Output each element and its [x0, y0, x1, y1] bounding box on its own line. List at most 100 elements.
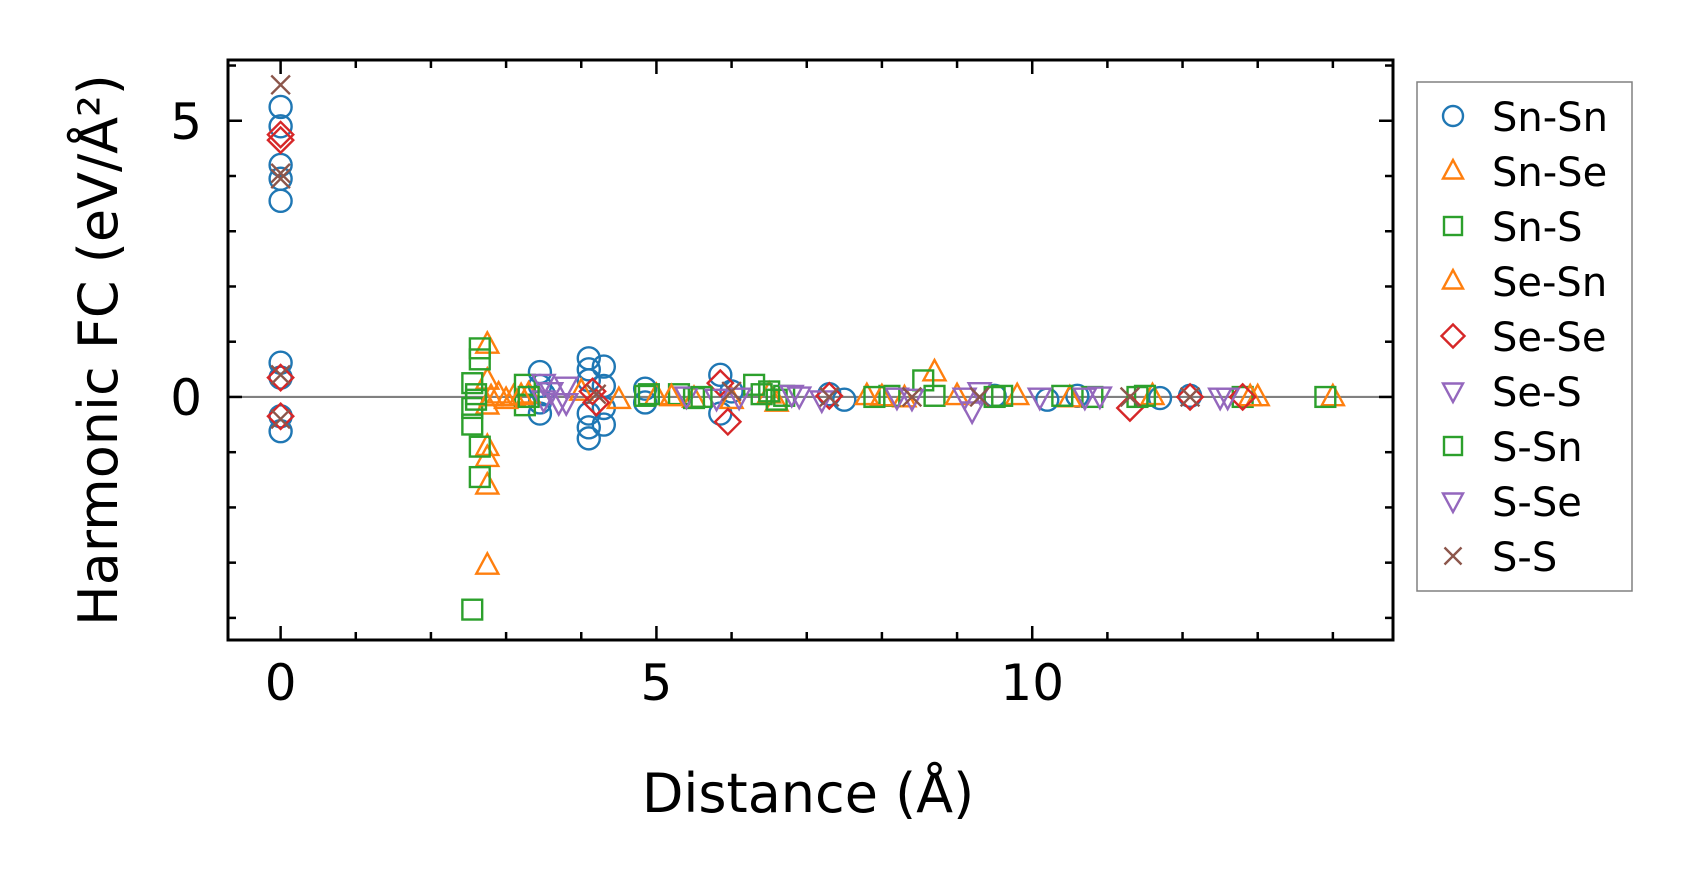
- data-point: [923, 384, 946, 407]
- data-point: [1237, 382, 1264, 407]
- data-point: [819, 386, 840, 408]
- legend-marker: [1441, 104, 1465, 128]
- data-point: [658, 382, 685, 407]
- data-point: [591, 354, 617, 379]
- data-point: [708, 362, 733, 388]
- data-point: [786, 386, 813, 411]
- legend-label: S-Se: [1492, 480, 1582, 526]
- data-point: [464, 388, 488, 411]
- legend-label: Sn-Se: [1492, 150, 1607, 196]
- x-tick-label: 5: [641, 654, 673, 712]
- data-point: [726, 387, 753, 412]
- data-point: [1228, 382, 1258, 412]
- legend-label: S-S: [1492, 535, 1557, 581]
- data-point: [959, 401, 986, 426]
- data-point: [901, 386, 923, 408]
- data-point: [468, 435, 491, 458]
- data-point: [1147, 385, 1173, 411]
- data-point: [266, 125, 295, 155]
- legend-item-s-se: S-Se: [1440, 480, 1582, 526]
- data-point: [721, 381, 742, 402]
- data-point: [468, 348, 491, 371]
- data-point: [266, 363, 295, 392]
- data-point: [508, 381, 535, 406]
- data-point: [581, 388, 611, 417]
- data-point: [270, 163, 291, 184]
- legend-label: Se-Se: [1492, 315, 1606, 361]
- data-point: [270, 364, 291, 386]
- data-point: [1071, 387, 1098, 412]
- data-point: [1051, 384, 1074, 407]
- data-point: [1086, 386, 1113, 411]
- data-point: [568, 376, 595, 401]
- data-point: [586, 383, 607, 405]
- data-point: [576, 415, 601, 440]
- legend-item-se-s: Se-S: [1440, 370, 1582, 416]
- data-point: [1319, 382, 1346, 407]
- data-point: [637, 383, 661, 406]
- data-point: [530, 373, 557, 398]
- series-s-se: [538, 381, 1234, 418]
- data-point: [868, 382, 895, 407]
- data-point: [461, 598, 484, 621]
- y-axis-label: Harmonic FC (eV/Å²): [66, 74, 130, 626]
- legend-marker: [1440, 492, 1466, 515]
- legend: Sn-Sn Sn-Se Sn-S Se-Sn Se-Se Se-S S-Sn S-Se S-S: [1416, 81, 1633, 592]
- series-s-sn: [464, 383, 1149, 411]
- data-point: [1314, 385, 1337, 409]
- data-point: [268, 188, 293, 214]
- data-point: [1179, 386, 1201, 408]
- data-point: [474, 365, 501, 390]
- data-point: [969, 386, 990, 408]
- x-axis-label: Distance (Å): [642, 761, 974, 825]
- data-point: [268, 365, 293, 390]
- data-point: [576, 357, 601, 382]
- data-point: [883, 387, 910, 412]
- legend-label: Se-Sn: [1492, 260, 1607, 306]
- data-layer: [266, 74, 1346, 621]
- data-point: [474, 470, 501, 495]
- series-sn-s: [461, 337, 1337, 621]
- data-point: [545, 393, 572, 418]
- data-point: [268, 419, 293, 444]
- y-tick-label: 0: [170, 369, 202, 427]
- data-point: [983, 385, 1006, 409]
- data-point: [474, 550, 501, 575]
- data-point: [1231, 385, 1254, 409]
- data-point: [690, 385, 713, 409]
- data-point: [270, 74, 291, 96]
- data-point: [808, 390, 835, 415]
- data-point: [270, 408, 291, 430]
- legend-marker: [1443, 546, 1463, 566]
- legend-marker: [1440, 267, 1466, 290]
- data-point: [944, 381, 971, 406]
- legend-marker: [1440, 157, 1466, 180]
- data-point: [758, 380, 781, 403]
- data-point: [474, 432, 501, 457]
- data-point: [705, 368, 735, 398]
- data-point: [517, 385, 540, 409]
- data-point: [898, 388, 925, 413]
- x-tick-label: 10: [1000, 654, 1064, 712]
- legend-label: S-Sn: [1492, 425, 1583, 471]
- legend-marker: [1439, 322, 1467, 350]
- data-point: [765, 388, 788, 411]
- x-tick-label: 0: [265, 654, 297, 712]
- data-point: [863, 385, 886, 409]
- series-sn-se: [474, 329, 1346, 575]
- data-point: [750, 383, 773, 406]
- data-point: [1119, 386, 1141, 408]
- data-point: [713, 407, 743, 437]
- legend-marker: [1442, 215, 1464, 237]
- legend-label: Sn-S: [1492, 205, 1583, 251]
- data-point: [461, 413, 484, 436]
- legend-item-se-sn: Se-Sn: [1440, 260, 1607, 306]
- legend-marker: [1440, 382, 1466, 405]
- legend-item-s-sn: S-Sn: [1442, 425, 1583, 471]
- y-tick-label: 5: [170, 93, 202, 151]
- data-point: [853, 381, 880, 406]
- data-point: [1175, 382, 1205, 412]
- legend-item-s-s: S-S: [1443, 535, 1557, 581]
